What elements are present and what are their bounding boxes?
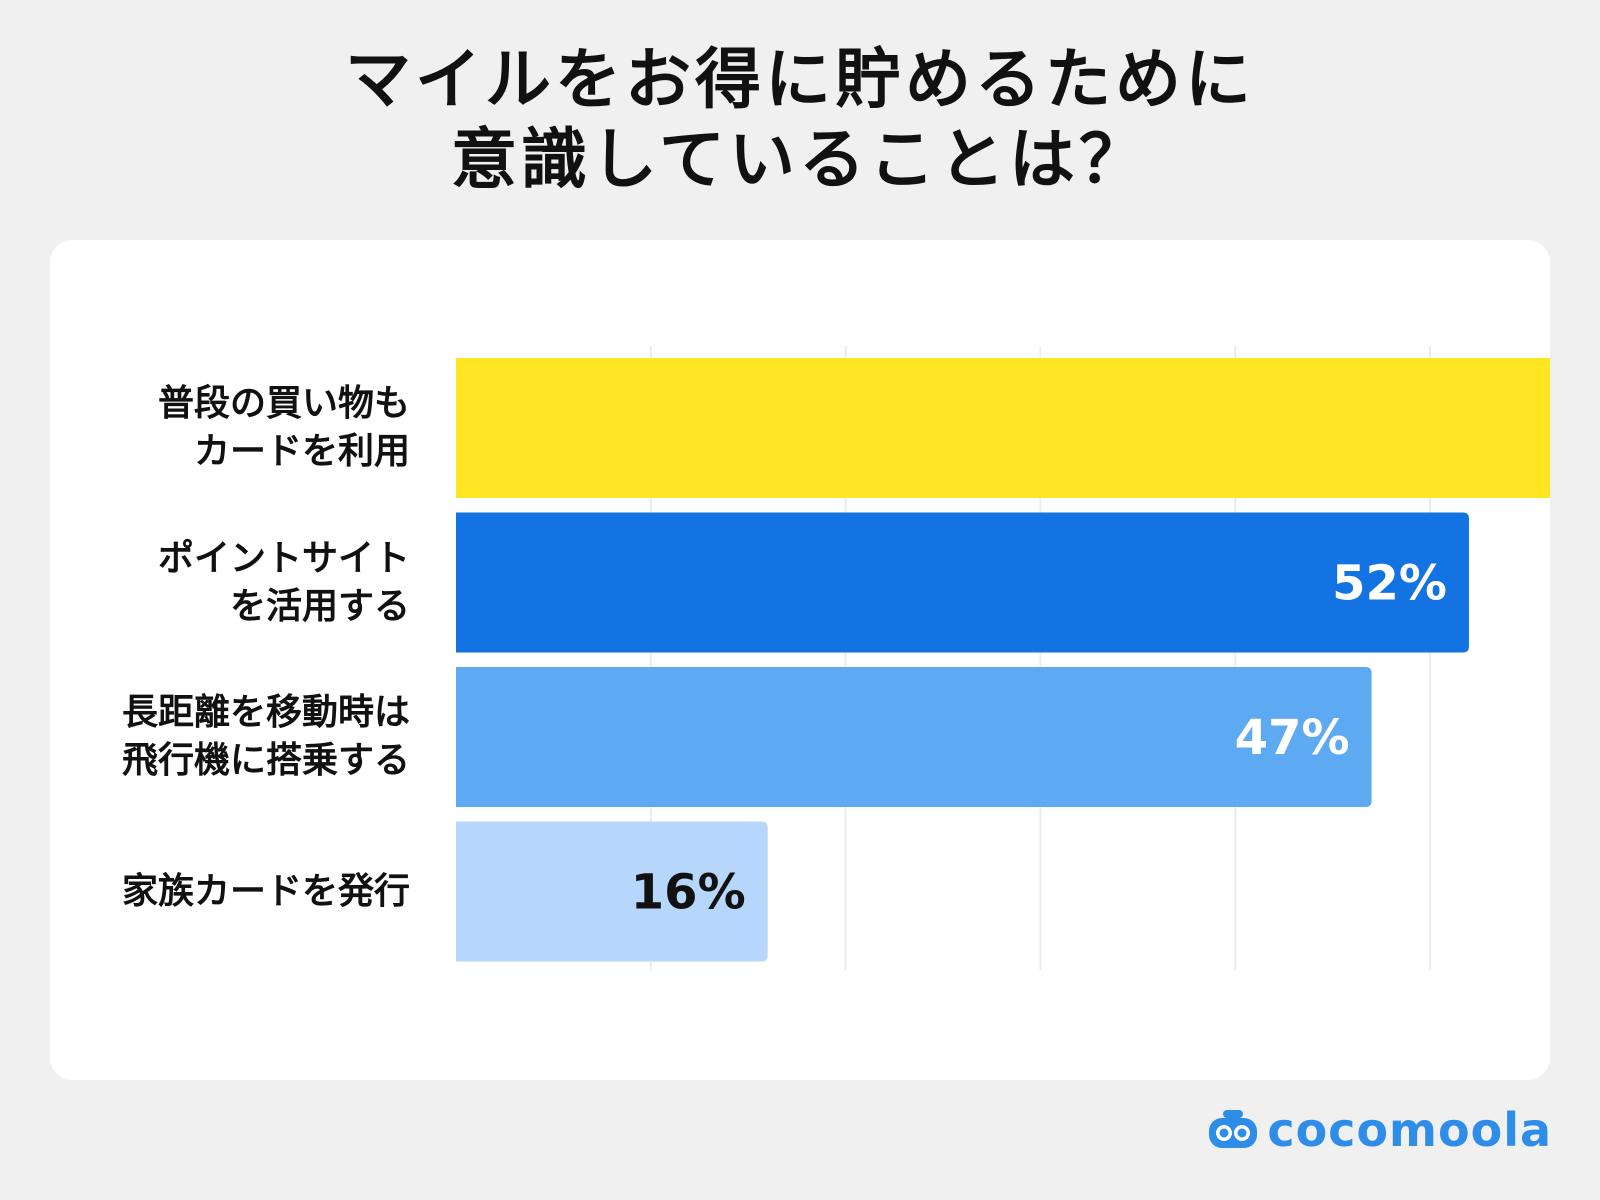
chart-title: マイルをお得に貯めるために 意識していることは？ xyxy=(0,40,1600,200)
robot-face-icon xyxy=(1209,1110,1258,1148)
brand-logo: cocomoola xyxy=(1205,1100,1552,1160)
bar xyxy=(456,358,1550,498)
category-label: ポイントサイト を活用する xyxy=(157,537,410,627)
chart-title-line-2: 意識していることは？ xyxy=(450,121,1150,198)
category-label: 家族カードを発行 xyxy=(121,870,410,912)
bar-value-label: 52% xyxy=(1332,556,1447,612)
bar-value-label: 47% xyxy=(1235,710,1350,766)
bar-value-label: 16% xyxy=(631,865,746,921)
bar-chart: 77%52%47%16% xyxy=(456,346,1550,970)
category-label: 長距離を移動時は 飛行機に搭乗する xyxy=(121,692,410,781)
bar xyxy=(456,512,1469,653)
category-label: 普段の買い物も カードを利用 xyxy=(157,383,410,472)
brand-name: cocomoola xyxy=(1267,1103,1552,1157)
chart-title-line-1: マイルをお得に貯めるために xyxy=(345,41,1255,118)
bar xyxy=(456,821,768,962)
bar xyxy=(456,667,1372,807)
